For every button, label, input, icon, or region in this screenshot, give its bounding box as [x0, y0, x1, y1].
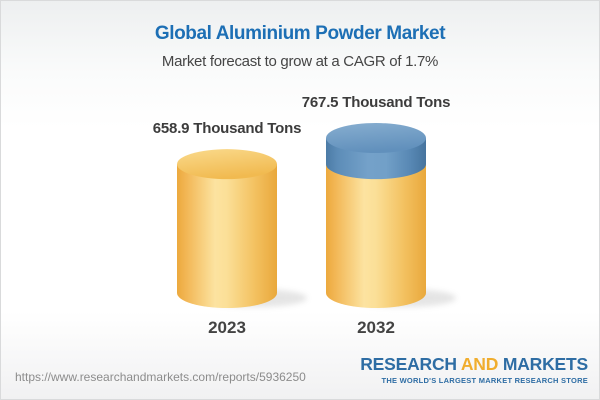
- logo-word-and: AND: [460, 354, 499, 374]
- logo: RESEARCH AND MARKETS THE WORLD'S LARGEST…: [360, 354, 588, 385]
- bar-value-label: 658.9 Thousand Tons: [152, 120, 302, 138]
- bar-value-label: 767.5 Thousand Tons: [301, 94, 451, 111]
- bar-year-label: 2032: [357, 318, 395, 337]
- logo-word-research: RESEARCH: [360, 354, 457, 374]
- report-url: https://www.researchandmarkets.com/repor…: [15, 370, 306, 384]
- logo-tagline: THE WORLD'S LARGEST MARKET RESEARCH STOR…: [381, 376, 588, 385]
- page-subtitle: Market forecast to grow at a CAGR of 1.7…: [161, 53, 439, 70]
- logo-word-markets: MARKETS: [502, 354, 588, 374]
- bar-year-label: 2023: [208, 318, 246, 337]
- page-title: Global Aluminium Powder Market: [154, 23, 446, 44]
- logo-wordmark: RESEARCH AND MARKETS: [360, 354, 588, 374]
